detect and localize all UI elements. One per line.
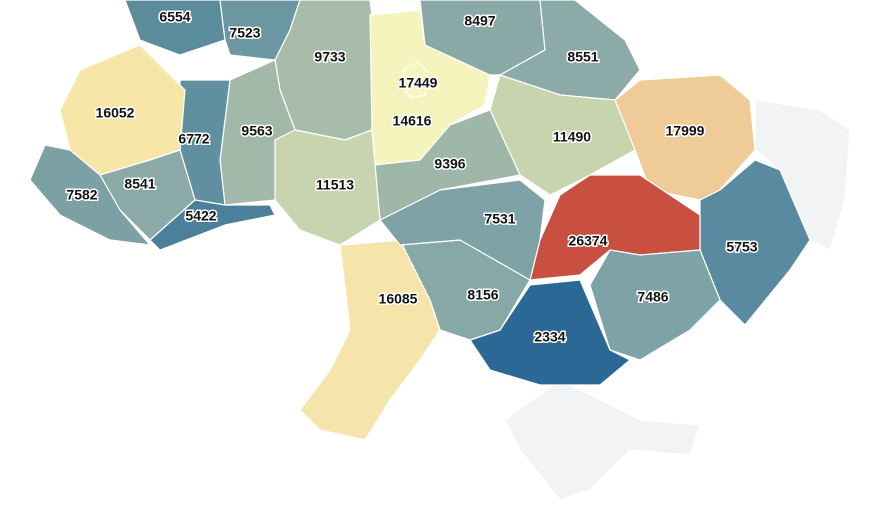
region <box>401 61 429 99</box>
region-no-data <box>754 99 851 251</box>
region-value-label: 5753 <box>726 239 757 255</box>
region <box>274 129 381 246</box>
region-value-label: 17999 <box>666 123 705 139</box>
region-value-label: 5422 <box>185 208 216 224</box>
region-value-label: 14616 <box>393 113 432 129</box>
region-value-label: 8551 <box>567 49 598 65</box>
region-value-label: 11513 <box>316 177 354 193</box>
region <box>29 144 151 246</box>
region-value-label: 8156 <box>467 287 498 303</box>
region-value-label: 16085 <box>379 291 418 307</box>
region-value-label: 8497 <box>464 13 495 29</box>
region <box>614 74 756 201</box>
region <box>529 174 701 281</box>
region-value-label: 6772 <box>178 131 209 147</box>
region-value-label: 6554 <box>159 9 190 25</box>
region-value-label: 7523 <box>229 25 260 41</box>
region <box>299 239 441 441</box>
region-value-label: 9396 <box>434 156 465 172</box>
region-value-label: 9563 <box>241 123 272 139</box>
region-no-data <box>504 379 701 501</box>
region-value-label: 26374 <box>569 233 608 249</box>
region-value-label: 9733 <box>314 49 345 65</box>
region <box>379 179 546 281</box>
region <box>124 0 226 56</box>
region <box>589 249 721 361</box>
region-value-label: 7582 <box>66 187 97 203</box>
region <box>149 199 276 251</box>
region-value-label: 11490 <box>553 129 591 145</box>
region <box>374 109 521 221</box>
region-value-label: 7531 <box>484 211 515 227</box>
region-value-label: 8541 <box>124 176 155 192</box>
region-value-label: 17449 <box>399 75 438 91</box>
region <box>469 279 631 386</box>
region-value-label: 7486 <box>637 289 668 305</box>
region-value-label: 2334 <box>534 329 565 345</box>
region-value-label: 16052 <box>96 105 135 121</box>
